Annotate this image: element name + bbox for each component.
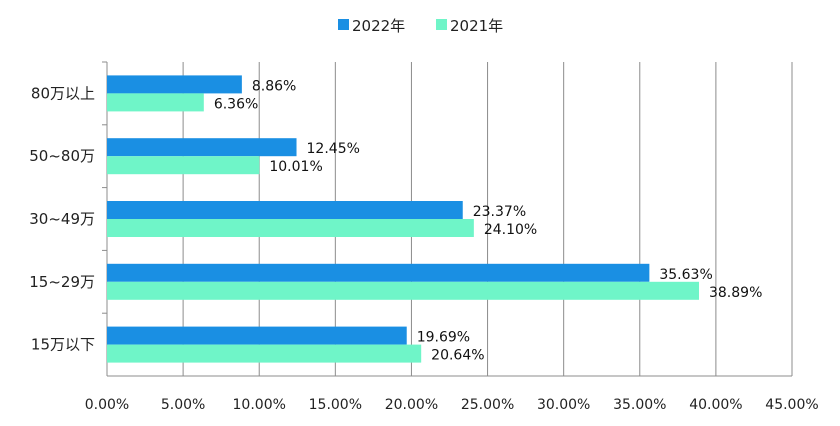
data-label: 12.45%	[307, 141, 360, 157]
bar-series-2	[107, 344, 422, 363]
x-tick-label: 15.00%	[309, 397, 362, 413]
bar-series-1	[107, 263, 650, 282]
x-tick-label: 20.00%	[385, 397, 438, 413]
category-label: 15万以下	[31, 336, 95, 354]
bar-series-1	[107, 326, 407, 345]
legend-label: 2021年	[450, 17, 503, 35]
category-label: 80万以上	[31, 84, 95, 102]
x-tick-label: 35.00%	[613, 397, 666, 413]
data-label: 6.36%	[214, 96, 258, 112]
data-label: 38.89%	[709, 285, 762, 301]
legend-swatch	[436, 19, 447, 30]
x-tick-label: 30.00%	[537, 397, 590, 413]
grid-lines	[182, 62, 793, 376]
bar-series-2	[107, 219, 474, 237]
bar-series-2	[107, 156, 260, 175]
bar-series-2	[107, 281, 699, 300]
x-tick-label: 45.00%	[765, 397, 818, 413]
data-label: 24.10%	[484, 222, 537, 238]
x-tick-label: 10.00%	[233, 397, 286, 413]
data-label: 8.86%	[252, 78, 296, 94]
x-tick-label: 0.00%	[85, 397, 129, 413]
data-label: 23.37%	[473, 204, 526, 220]
data-label: 20.64%	[431, 348, 484, 364]
data-label: 10.01%	[269, 159, 322, 175]
category-label: 15~29万	[29, 273, 95, 291]
bar-series-1	[107, 138, 297, 157]
category-label: 30~49万	[29, 210, 95, 228]
legend: 2022年 2021年	[338, 17, 503, 35]
bars	[107, 75, 699, 363]
bar-series-1	[107, 75, 242, 94]
x-tick-label: 40.00%	[689, 397, 742, 413]
x-tick-label: 5.00%	[161, 397, 205, 413]
axes: 0.00% 5.00% 10.00% 15.00% 20.00% 25.00% 30.00%…	[29, 61, 819, 413]
data-label: 35.63%	[659, 267, 712, 283]
data-label: 19.69%	[417, 330, 470, 346]
legend-swatch	[338, 19, 349, 30]
legend-label: 2022年	[352, 17, 405, 35]
data-labels: 19.69% 20.64% 35.63% 38.89% 23.37% 24.10% 12.4…	[214, 78, 763, 363]
category-label: 50~80万	[29, 147, 95, 165]
bar-series-2	[107, 93, 204, 112]
x-tick-label: 25.00%	[461, 397, 514, 413]
bar-series-1	[107, 201, 463, 219]
